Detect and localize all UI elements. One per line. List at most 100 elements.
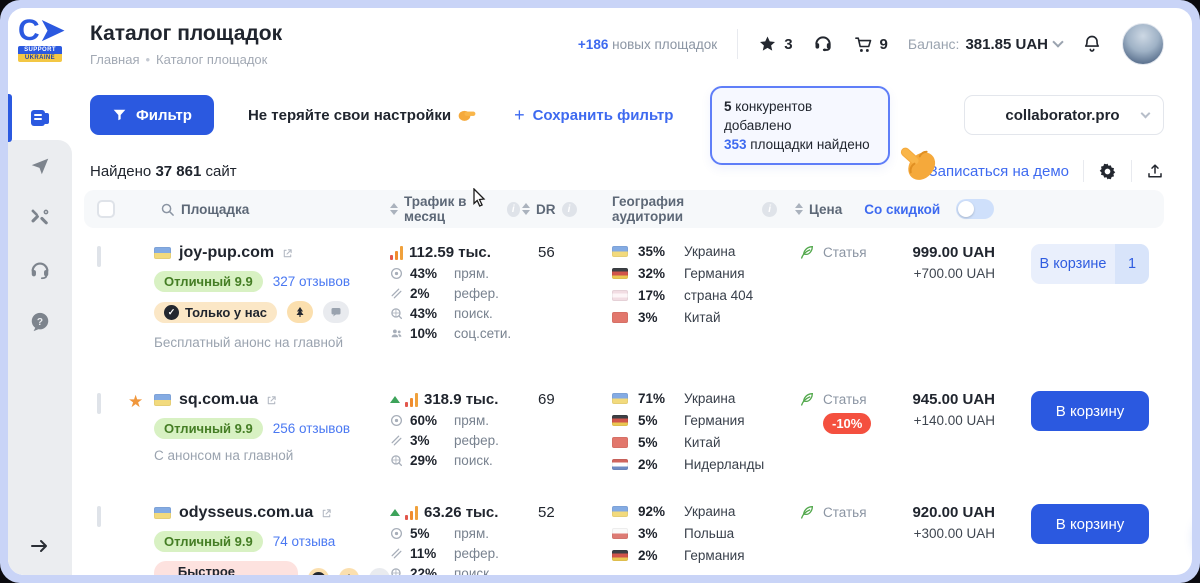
discount-toggle[interactable] (956, 199, 995, 219)
flag-de-icon (612, 268, 628, 279)
flag-ua-icon (154, 247, 171, 259)
search-traffic-icon (390, 567, 405, 575)
platform-domain[interactable]: sq.com.ua (179, 391, 259, 408)
sidebar-item-campaigns[interactable] (8, 144, 72, 188)
balance-dropdown[interactable]: Баланс: 381.85 UAH (908, 35, 1064, 53)
gear-icon (1099, 163, 1116, 179)
verified-badge[interactable]: ✓ (308, 568, 329, 575)
sidebar-background (8, 140, 72, 575)
header-geo: География аудитории i (592, 194, 777, 224)
price: 945.00 UAH (912, 391, 995, 408)
feather-icon (801, 245, 814, 259)
page-title: Каталог площадок (90, 22, 283, 45)
header-price[interactable]: Цена Со скидкой (777, 199, 1164, 219)
flag-de-icon (612, 550, 628, 561)
user-avatar[interactable] (1122, 23, 1164, 65)
table-settings-button[interactable] (1098, 162, 1117, 181)
row-checkbox[interactable] (97, 246, 101, 267)
feather-icon (801, 505, 814, 519)
platform-domain[interactable]: odysseus.com.ua (179, 504, 314, 521)
tree-icon (296, 307, 304, 317)
toolbar-actions: Записаться на демо (929, 160, 1164, 182)
comments-badge[interactable] (369, 568, 391, 575)
notifications-button[interactable] (1082, 34, 1102, 54)
traffic-bars-icon (390, 245, 403, 260)
add-to-cart-button[interactable]: В корзину (1031, 504, 1149, 544)
support-ukraine-badge-2: UKRAINE (18, 54, 62, 62)
flag-ua-icon (612, 506, 628, 517)
header-platform[interactable]: Площадка (132, 202, 390, 217)
header-dr[interactable]: DR i (520, 201, 592, 217)
paper-plane-icon (31, 158, 49, 175)
app-logo[interactable]: C➤ SUPPORT UKRAINE (18, 14, 65, 68)
cart-icon (854, 36, 871, 52)
price: 999.00 UAH (912, 244, 995, 261)
in-cart-button[interactable]: В корзине 1 (1031, 244, 1149, 284)
sort-icon (522, 203, 530, 215)
external-link-icon[interactable] (282, 248, 293, 259)
reviews-link[interactable]: 74 отзыва (272, 534, 336, 549)
external-link-icon[interactable] (266, 395, 277, 406)
add-to-cart-button[interactable]: В корзину (1031, 391, 1149, 431)
settings-hint: Не теряйте свои настройки (248, 105, 478, 125)
funnel-icon (113, 109, 126, 121)
title-block: Каталог площадок Главная • Каталог площадо… (90, 22, 282, 67)
breadcrumb-home[interactable]: Главная (90, 52, 140, 67)
select-all-checkbox[interactable] (97, 200, 115, 218)
platform-domain[interactable]: joy-pup.com (179, 244, 275, 261)
feather-icon (801, 392, 814, 406)
support-chat-button[interactable] (813, 34, 833, 54)
table-row: odysseus.com.ua Отличный 9.9 74 отзыва Б… (84, 488, 1164, 575)
headset-chat-icon (814, 36, 831, 52)
quality-badge: Отличный 9.9 (154, 418, 263, 439)
header-traffic[interactable]: Трафик в месяц i (390, 194, 520, 224)
eco-badge[interactable] (287, 301, 314, 323)
favorites-button[interactable]: 3 (758, 35, 793, 53)
catalog-icon (31, 110, 49, 126)
tooltip-line-found: 353 площадки найдено (724, 137, 870, 152)
sidebar-item-support[interactable] (8, 248, 72, 292)
save-filter-link[interactable]: + Сохранить фильтр (514, 104, 674, 125)
info-icon[interactable]: i (762, 201, 777, 217)
sidebar-item-help[interactable]: ? (8, 300, 72, 344)
quality-badge: Отличный 9.9 (154, 271, 263, 292)
sidebar-collapse-toggle[interactable] (8, 524, 72, 568)
table-header: Площадка Трафик в месяц i DR i География… (84, 190, 1164, 228)
sidebar-item-catalog[interactable] (8, 96, 72, 140)
demo-link[interactable]: Записаться на демо (928, 162, 1069, 180)
flag-de-icon (612, 415, 628, 426)
dr-value: 69 (538, 391, 555, 408)
filter-button[interactable]: Фильтр (90, 95, 214, 135)
info-icon[interactable]: i (506, 201, 520, 217)
traffic-bars-icon (405, 505, 418, 520)
bell-icon (1084, 35, 1100, 52)
row-checkbox[interactable] (97, 393, 101, 414)
reviews-link[interactable]: 327 отзывов (272, 274, 350, 289)
referral-traffic-icon (390, 287, 405, 300)
favorite-star-icon[interactable]: ★ (128, 392, 144, 411)
social-traffic-icon (390, 327, 405, 340)
chat-icon (331, 308, 341, 317)
sidebar-item-tools[interactable] (8, 196, 72, 240)
comments-badge[interactable] (323, 301, 350, 323)
pointing-up-emoji (888, 134, 949, 195)
reviews-link[interactable]: 256 отзывов (272, 421, 350, 436)
info-icon[interactable]: i (561, 201, 577, 217)
check-icon: ✓ (164, 304, 179, 320)
chat-icon (374, 573, 386, 575)
project-select[interactable]: collaborator.pro (964, 95, 1164, 135)
cart-button[interactable]: 9 (853, 35, 888, 54)
collaborator-logo-icon: C➤ (18, 14, 65, 47)
tree-icon (348, 574, 350, 575)
traffic-total: 318.9 тыс. (424, 391, 499, 408)
svg-text:?: ? (37, 317, 43, 328)
price-extra: +700.00 UAH (913, 266, 995, 281)
row-checkbox[interactable] (97, 506, 101, 527)
cart-count: 9 (879, 35, 888, 53)
eco-badge[interactable] (338, 568, 360, 575)
export-button[interactable] (1146, 162, 1164, 181)
balance-value: 381.85 UAH (965, 35, 1048, 53)
referral-traffic-icon (390, 434, 405, 447)
external-link-icon[interactable] (321, 508, 332, 519)
